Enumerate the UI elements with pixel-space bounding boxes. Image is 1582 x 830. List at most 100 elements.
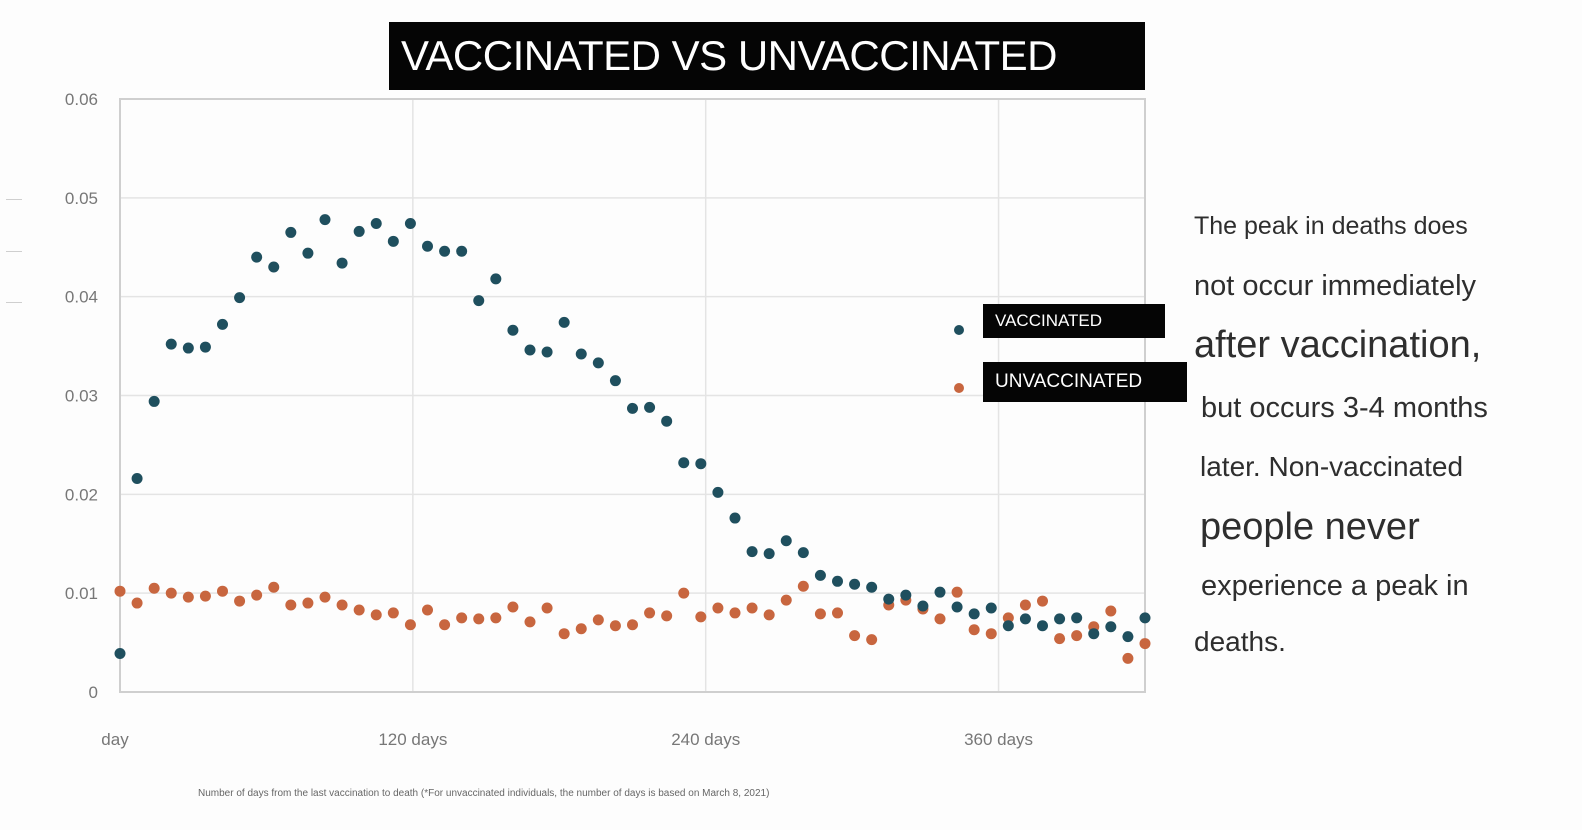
unvaccinated-point	[1054, 633, 1066, 645]
x-tick-label: 240 days	[671, 730, 740, 749]
unvaccinated-point	[251, 589, 263, 601]
vaccinated-point	[661, 415, 673, 427]
vaccinated-point	[268, 261, 280, 273]
unvaccinated-point	[524, 616, 536, 628]
vaccinated-point	[473, 295, 485, 307]
vaccinated-point	[251, 251, 263, 263]
legend-marker-vaccinated	[954, 325, 964, 335]
unvaccinated-point	[661, 610, 673, 622]
legend-label-vaccinated: VACCINATED	[983, 304, 1165, 338]
vaccinated-point	[148, 395, 160, 407]
annotation-line: people never	[1200, 506, 1420, 548]
legend-label-unvaccinated: UNVACCINATED	[983, 362, 1187, 402]
unvaccinated-point	[268, 581, 280, 593]
y-tick-label: 0.03	[65, 387, 98, 406]
vaccinated-point	[1122, 631, 1134, 643]
chart-title: VACCINATED VS UNVACCINATED	[389, 22, 1145, 90]
vaccinated-point	[609, 375, 621, 387]
unvaccinated-point	[609, 620, 621, 632]
annotation-line: deaths.	[1194, 626, 1286, 657]
unvaccinated-points	[114, 580, 1151, 664]
unvaccinated-point	[336, 599, 348, 611]
vaccinated-point	[1105, 621, 1117, 633]
unvaccinated-point	[182, 591, 194, 603]
vaccinated-point	[712, 486, 724, 498]
unvaccinated-point	[114, 585, 126, 597]
vaccinated-point	[1088, 628, 1100, 640]
legend-marker-unvaccinated	[954, 383, 964, 393]
vaccinated-point	[951, 601, 963, 613]
faint-tick-mark	[6, 199, 22, 200]
unvaccinated-point	[422, 604, 433, 616]
x-tick-label: 360 days	[964, 730, 1033, 749]
x-axis-footnote: Number of days from the last vaccination…	[198, 788, 770, 799]
vaccinated-point	[763, 548, 775, 560]
unvaccinated-point	[985, 628, 997, 640]
vaccinated-point	[1019, 613, 1031, 625]
vaccinated-point	[729, 512, 741, 524]
unvaccinated-point	[490, 612, 502, 624]
vaccinated-point	[131, 473, 143, 485]
unvaccinated-point	[1071, 630, 1083, 642]
vaccinated-point	[695, 458, 707, 470]
annotation-line: later. Non-vaccinated	[1200, 451, 1464, 482]
vaccinated-point	[422, 240, 433, 252]
vaccinated-point	[644, 401, 656, 413]
vaccinated-point	[285, 226, 297, 238]
vaccinated-point	[558, 316, 570, 328]
unvaccinated-point	[558, 628, 570, 640]
unvaccinated-point	[473, 613, 485, 625]
unvaccinated-point	[370, 609, 382, 621]
vaccinated-point	[199, 341, 211, 353]
vaccinated-point	[746, 546, 758, 558]
vaccinated-point	[490, 273, 502, 285]
unvaccinated-point	[849, 630, 861, 642]
vaccinated-point	[439, 245, 451, 257]
y-tick-label: 0.01	[65, 584, 98, 603]
unvaccinated-point	[866, 634, 878, 646]
faint-tick-mark	[6, 251, 22, 252]
unvaccinated-point	[951, 586, 963, 598]
vaccinated-point	[370, 218, 382, 230]
vaccinated-point	[917, 600, 929, 612]
unvaccinated-point	[729, 607, 741, 619]
vaccinated-point	[780, 535, 792, 547]
unvaccinated-point	[780, 594, 792, 606]
unvaccinated-point	[234, 595, 246, 607]
y-tick-label: 0	[89, 683, 98, 702]
unvaccinated-point	[763, 609, 775, 621]
vaccinated-point	[541, 346, 553, 358]
unvaccinated-point	[934, 613, 946, 625]
unvaccinated-point	[131, 597, 143, 609]
unvaccinated-point	[814, 608, 826, 620]
unvaccinated-point	[1122, 652, 1134, 664]
unvaccinated-point	[1037, 595, 1048, 607]
vaccinated-point	[182, 342, 194, 354]
unvaccinated-point	[695, 611, 707, 623]
vaccinated-point	[387, 235, 399, 247]
x-tick-label: 120 days	[378, 730, 447, 749]
vaccinated-point	[165, 338, 177, 350]
vaccinated-point	[575, 348, 587, 360]
y-tick-label: 0.04	[65, 288, 98, 307]
unvaccinated-point	[1002, 612, 1014, 624]
y-tick-label: 0.06	[65, 90, 98, 109]
vaccinated-point	[524, 344, 536, 356]
unvaccinated-point	[199, 590, 211, 602]
vaccinated-point	[404, 218, 416, 230]
vaccinated-point	[814, 569, 826, 581]
unvaccinated-point	[968, 624, 980, 636]
vaccinated-point	[968, 608, 980, 620]
vaccinated-point	[985, 602, 997, 614]
vaccinated-points	[114, 214, 1151, 659]
unvaccinated-point	[832, 607, 843, 619]
annotation-line: after vaccination,	[1194, 324, 1482, 366]
unvaccinated-point	[712, 602, 724, 614]
tick-labels: 0 0.01 0.02 0.03 0.04 0.05 0.06 day 120 days 240 …	[65, 90, 1033, 749]
vaccinated-point	[353, 225, 365, 237]
annotation-line: The peak in deaths does	[1194, 212, 1468, 240]
vaccinated-point	[1037, 620, 1048, 632]
vaccinated-point	[592, 357, 604, 369]
